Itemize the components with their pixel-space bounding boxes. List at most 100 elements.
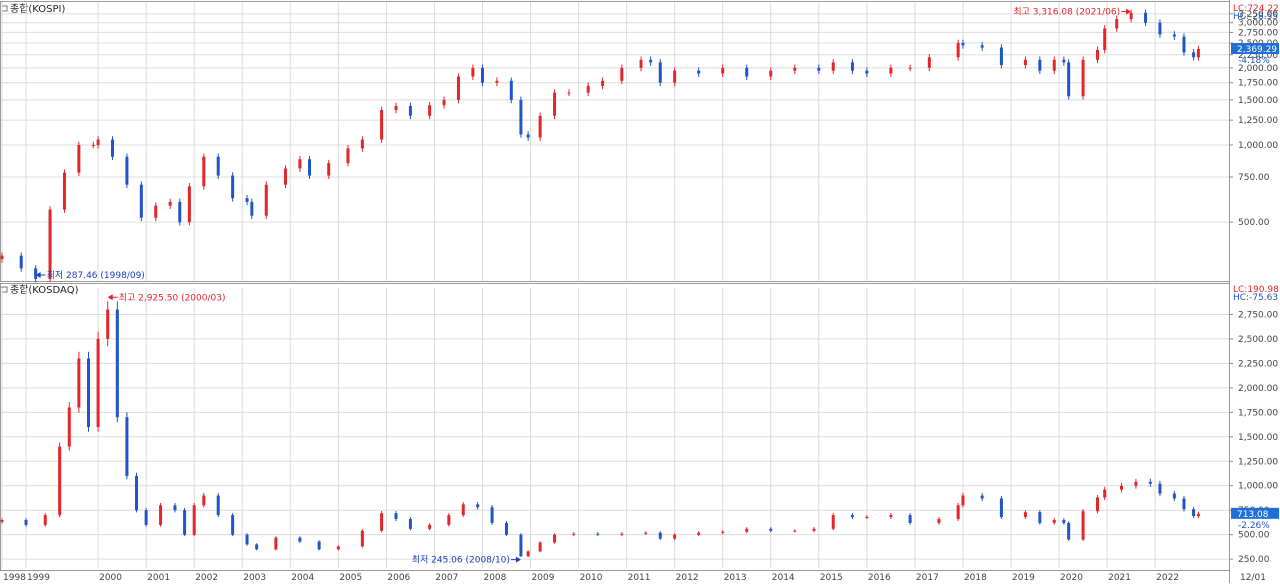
kosdaq-header: 종합(KOSDAQ) LC:190.98 HC:-75.63 [1, 284, 1279, 303]
x-tick-label: 2002 [195, 573, 218, 583]
candle-body [490, 507, 494, 523]
grid-lines [1, 2, 1229, 568]
candle-body [673, 534, 677, 539]
y-tick-label: 3,250.00 [1238, 10, 1278, 20]
x-tick-label: 2010 [580, 573, 603, 583]
candle-body [553, 534, 557, 543]
x-tick-label: 2019 [1012, 573, 1035, 583]
candle-body [1192, 52, 1196, 58]
candle-body [1144, 12, 1148, 23]
candle-body [408, 105, 412, 116]
candle-body [769, 70, 773, 77]
candle-body [697, 532, 701, 535]
candle-body [24, 520, 28, 525]
y-tick-label: 2,250.00 [1238, 51, 1278, 61]
candle-body [865, 517, 869, 519]
candle-body [0, 255, 4, 260]
kospi-hc: HC:-28.55 [1233, 12, 1278, 22]
candle-body [245, 198, 249, 202]
candle-body [673, 70, 677, 83]
candle-body [831, 515, 835, 529]
candle-body [1038, 59, 1042, 71]
kosdaq-title: 종합(KOSDAQ) [10, 284, 79, 296]
y-tick-label: 3,000.00 [1238, 19, 1278, 29]
candle-body [620, 67, 624, 81]
annotation-label: 최고 3,316.08 (2021/06) [1013, 7, 1120, 18]
candle-body [658, 62, 662, 83]
y-tick-label: 2,750.00 [1238, 310, 1278, 320]
candle-body [644, 532, 648, 534]
candle-body [461, 504, 465, 516]
x-tick-label: 2017 [916, 573, 939, 583]
candle-body [721, 67, 725, 74]
candle-body [538, 115, 542, 138]
kospi-lc: LC:724.22 [1233, 4, 1279, 14]
annotation-arrow-head [515, 556, 521, 563]
x-tick-label: 2006 [387, 573, 410, 583]
x-tick-label: 2001 [147, 573, 170, 583]
y-tick-label: 2,000.00 [1238, 64, 1278, 74]
candle-body [245, 534, 249, 545]
candle-body [1129, 12, 1133, 20]
candle-body [1095, 49, 1099, 60]
candle-body [154, 205, 158, 218]
candle-body [298, 537, 302, 542]
candle-body [519, 99, 523, 135]
x-tick-label: 2009 [532, 573, 555, 583]
candle-body [1081, 511, 1085, 540]
x-tick-label: 2012 [676, 573, 699, 583]
candle-body [380, 513, 384, 531]
candle-body [721, 531, 725, 533]
candle-body [1081, 59, 1085, 97]
candle-body [255, 544, 259, 550]
candle-body [264, 184, 268, 216]
y-tick-label: 2,000.00 [1238, 384, 1278, 394]
candle-body [1196, 513, 1200, 517]
candle-body [394, 105, 398, 110]
candle-body [187, 186, 191, 223]
y-tick-label: 500.00 [1238, 531, 1270, 541]
y-tick-label: 250.00 [1238, 555, 1270, 565]
candle-body [106, 309, 110, 339]
candle-body [937, 519, 941, 523]
candle-body [1067, 62, 1071, 97]
candle-body [1095, 497, 1099, 512]
x-tick-label: 2015 [820, 573, 843, 583]
candle-body [980, 495, 984, 499]
y-tick-label: 1,750.00 [1238, 79, 1278, 89]
candle-body [428, 105, 432, 116]
candle-body [19, 255, 23, 269]
candle-body [58, 446, 62, 516]
x-tick-label: 2000 [99, 573, 122, 583]
candle-body [620, 533, 624, 535]
candle-body [1158, 483, 1162, 494]
annotation-arrow-head [107, 294, 113, 301]
candle-body [144, 510, 148, 525]
candle-body [1062, 520, 1066, 523]
candle-body [1182, 498, 1186, 510]
candle-body [178, 201, 182, 223]
candle-body [111, 139, 115, 157]
x-tick-label: 2018 [964, 573, 987, 583]
candle-body [216, 156, 220, 176]
x-tick-label: 2008 [483, 573, 506, 583]
candle-body [1182, 36, 1186, 53]
candle-body [999, 47, 1003, 66]
kosdaq-hc: HC:-75.63 [1233, 293, 1278, 303]
candle-body [67, 407, 71, 447]
candle-body [889, 67, 893, 74]
candle-body [274, 537, 278, 550]
candle-body [538, 542, 542, 552]
candle-body [956, 505, 960, 520]
current-change-label: -4.18% [1238, 56, 1270, 66]
candle-body [1062, 59, 1066, 63]
candle-body [927, 57, 931, 68]
x-axis-right-label: 12/01 [1240, 573, 1266, 583]
candle-body [1172, 34, 1176, 37]
x-tick-label: 2011 [628, 573, 651, 583]
y-tick-label: 750.00 [1238, 173, 1270, 183]
candle-body [961, 43, 965, 46]
candle-body [456, 76, 460, 100]
x-tick-label: 2020 [1060, 573, 1083, 583]
